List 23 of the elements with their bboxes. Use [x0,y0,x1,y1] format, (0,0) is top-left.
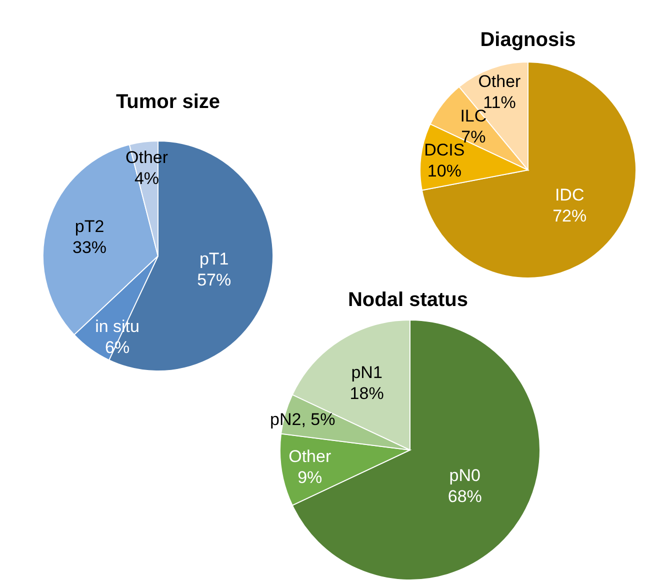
slice-label: pT1 [199,250,229,269]
slice-label: Other [288,446,332,466]
slice-label: pT2 [74,217,104,236]
data-label: 57% [197,270,232,290]
data-label: 18% [350,384,384,403]
slice-label: pN1 [351,362,382,382]
data-label: 4% [134,169,160,188]
slice-label: ILC [460,106,487,126]
chart-title: Tumor size [116,91,220,113]
slice-label: IDC [554,185,584,204]
pie-slice [421,62,636,278]
data-label: 68% [448,486,482,506]
data-label: 9% [298,468,322,487]
chart-title: Nodal status [348,289,468,311]
slice-label: pN0 [449,466,480,485]
slice-label: Other [125,148,168,168]
slice-label: DCIS [424,140,465,160]
data-label: 33% [72,238,107,258]
chart-title: Diagnosis [480,29,576,51]
slice-label: Other [478,72,522,91]
data-label: 10% [427,161,462,180]
data-label: 72% [552,206,587,226]
data-label: , 5% [301,410,336,429]
